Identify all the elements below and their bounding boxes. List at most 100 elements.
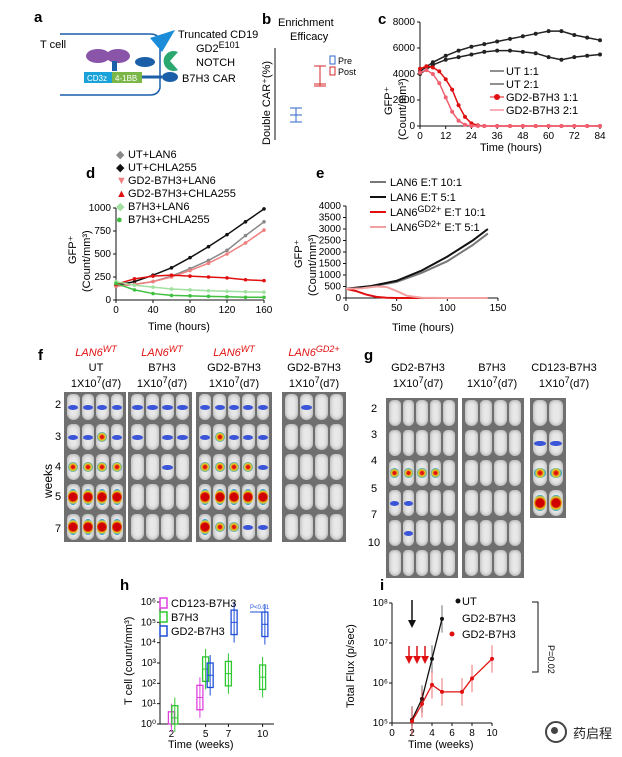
chart-c-point (533, 124, 538, 128)
chart-c-xtick-label: 60 (543, 131, 555, 142)
chart-d-point (243, 220, 248, 224)
mouse-image (199, 394, 212, 420)
i-xtick-label: 6 (449, 728, 455, 739)
bioluminescence-signal (534, 468, 546, 478)
panel-c-legend: UT 1:1 UT 2:1 GD2-B7H3 1:1 GD2-B7H3 2:1 (490, 66, 578, 117)
chart-c-point (572, 33, 577, 37)
chart-c-point (456, 55, 461, 60)
bioluminescence-signal (68, 404, 79, 410)
bioluminescence-signal (257, 404, 268, 410)
mouse-image (389, 400, 401, 426)
mouse-image (96, 454, 109, 480)
chart-e-ytick-label: 4000 (319, 201, 342, 212)
b7h3-scfv-icon (162, 72, 178, 82)
f-header-line2: B7H3 (148, 362, 176, 374)
bioluminescence-signal (214, 404, 225, 410)
chart-c-point (430, 65, 435, 70)
mouse-image (256, 484, 269, 510)
bioluminescence-signal (82, 519, 93, 535)
chart-c-point (520, 34, 525, 39)
legend-d-5: B7H3+CHLA255 (128, 214, 210, 226)
mouse-image (81, 394, 94, 420)
chart-d-ytick-label: 750 (94, 226, 111, 237)
bioluminescence-signal (257, 524, 268, 530)
chart-e-series-1 (345, 228, 489, 290)
bioluminescence-signal (257, 434, 268, 440)
chart-c-point (456, 48, 461, 53)
mouse-image (213, 394, 226, 420)
chart-e-ytick-label: 1500 (319, 259, 342, 270)
f-header-line1: LAN6WT (213, 344, 256, 359)
mouse-image (429, 520, 442, 546)
panel-i-pvalue: P=0.02 (546, 645, 556, 674)
legend-c-3: GD2-B7H3 2:1 (506, 105, 578, 117)
legend-h-0: CD123-B7H3 (171, 598, 236, 610)
bioluminescence-signal (97, 462, 108, 472)
chart-d-point (243, 233, 248, 238)
bioluminescence-signal (430, 468, 441, 478)
mouse-image (131, 424, 144, 450)
bioluminescence-signal (301, 404, 312, 410)
panel-a-letter: a (34, 9, 43, 26)
i-point (470, 676, 474, 681)
mouse-image (96, 394, 109, 420)
mouse-image (227, 484, 241, 510)
f-header-line2: GD2-B7H3 (207, 362, 261, 374)
bioluminescence-signal (97, 432, 108, 442)
chart-c-xtick-label: 0 (417, 131, 423, 142)
chart-d-point (262, 228, 266, 232)
chart-d-point (151, 285, 155, 289)
bioluminescence-signal (68, 434, 79, 440)
mouse-image (199, 454, 212, 480)
chart-d-xtick-label: 40 (147, 305, 159, 316)
chart-c-point (475, 124, 480, 128)
i-point (440, 689, 444, 694)
mouse-image (146, 424, 159, 450)
panel-d-ylabel1: GFP⁺ (67, 235, 79, 264)
mouse-image (549, 430, 563, 456)
mouse-image (67, 454, 80, 480)
mouse-image (479, 550, 492, 576)
legend-d-4: B7H3+LAN6 (128, 201, 189, 213)
mouse-image (465, 550, 478, 576)
bioluminescence-signal (243, 524, 254, 530)
g-week-row-label: 3 (371, 429, 377, 441)
chart-d-xtick-label: 160 (256, 305, 273, 316)
chart-c-point (450, 87, 455, 92)
bioluminescence-signal (403, 500, 414, 506)
panel-h-xlabel: Time (weeks) (168, 739, 234, 751)
mouse-image (285, 514, 298, 540)
chart-d-point (225, 248, 229, 253)
f-header-line3: 1X107(d7) (289, 375, 339, 390)
mouse-image (67, 514, 80, 540)
i-point (410, 719, 414, 724)
mouse-image (213, 424, 226, 450)
chart-c-point (430, 72, 435, 76)
f-header-line2: GD2-B7H3 (287, 362, 341, 374)
bioluminescence-signal (214, 489, 225, 505)
chart-d-point (262, 220, 266, 224)
chart-d-point (188, 268, 192, 273)
chart-d-point (243, 241, 248, 245)
mouse-image (131, 514, 144, 540)
g-week-row-label: 5 (371, 483, 377, 495)
mouse-image (256, 394, 269, 420)
chart-c-point (482, 49, 487, 54)
g-week-row-label: 2 (371, 403, 377, 415)
g-header-line2: 1X107(d7) (393, 375, 443, 390)
bioluminescence-signal (68, 519, 79, 535)
mouse-image (300, 424, 313, 450)
legend-d-2: GD2-B7H3+LAN6 (128, 175, 216, 187)
bioluminescence-signal (229, 404, 239, 410)
g-header-line1: B7H3 (478, 362, 506, 374)
watermark: 药启程 (544, 721, 612, 743)
mouse-image (533, 400, 547, 426)
h-ytick-label: 10⁰ (141, 719, 156, 730)
f-header-line1: LAN6WT (141, 344, 184, 359)
legend-i-1: GD2-B7H3 (462, 613, 516, 625)
mouse-image (81, 514, 94, 540)
chart-c-point (437, 69, 442, 74)
panel-f-letter: f (38, 347, 44, 364)
chart-d-point (206, 244, 211, 249)
mouse-image (300, 484, 313, 510)
